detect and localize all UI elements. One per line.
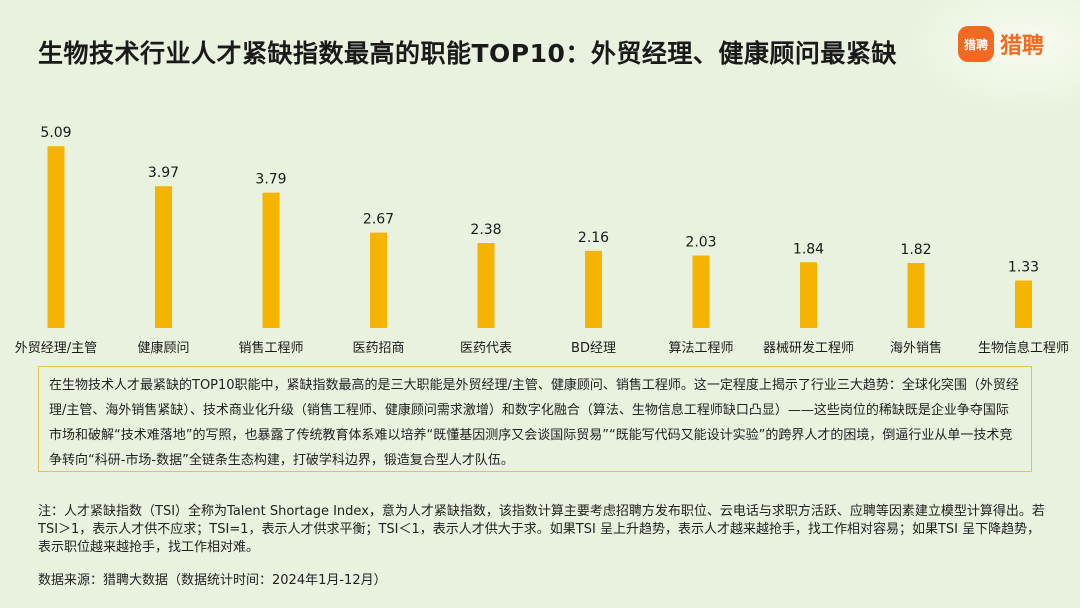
summary-text: 在生物技术人才最紧缺的TOP10职能中，紧缺指数最高的是三大职能是外贸经理/主管… — [49, 378, 1019, 468]
bar-1 — [155, 186, 172, 328]
data-source: 数据来源：猎聘大数据（数据统计时间：2024年1月-12月） — [38, 573, 387, 588]
corner-decoration — [910, 0, 1080, 110]
value-label-6: 2.03 — [685, 235, 716, 251]
category-label-4: 医药代表 — [460, 341, 512, 356]
bar-7 — [800, 262, 817, 328]
bar-2 — [262, 192, 280, 328]
liepin-logo-icon: 猎聘 — [958, 26, 994, 62]
bar-9 — [1015, 280, 1032, 328]
category-label-6: 算法工程师 — [668, 341, 733, 356]
page-title: 生物技术行业人才紧缺指数最高的职能TOP10：外贸经理、健康顾问最紧缺 — [38, 39, 897, 68]
category-label-2: 销售工程师 — [238, 340, 303, 356]
bar-0 — [47, 146, 65, 328]
value-label-9: 1.33 — [1008, 260, 1039, 276]
bar-8 — [907, 263, 925, 328]
category-label-group: 外贸经理/主管 健康顾问 销售工程师 医药招商 医药代表 BD经理 算法工程师 器械研发工程师… — [15, 340, 1069, 356]
value-label-group: 5.09 3.97 3.79 2.67 2.38 2.16 2.03 1.84 1.82 1.33 — [40, 125, 1039, 275]
category-label-8: 海外销售 — [890, 340, 942, 356]
bar-3 — [370, 232, 387, 328]
category-label-9: 生物信息工程师 — [978, 340, 1069, 356]
category-label-5: BD经理 — [571, 341, 616, 356]
summary-box: 在生物技术人才最紧缺的TOP10职能中，紧缺指数最高的是三大职能是外贸经理/主管… — [38, 366, 1032, 472]
bar-4 — [477, 243, 495, 328]
value-label-2: 3.79 — [255, 172, 286, 188]
category-label-1: 健康顾问 — [137, 340, 189, 356]
bar-6 — [692, 255, 710, 328]
value-label-4: 2.38 — [470, 222, 501, 238]
bar-chart: 5.09 3.97 3.79 2.67 2.38 2.16 2.03 1.84 1.82 1.33… — [15, 125, 1069, 356]
value-label-5: 2.16 — [578, 230, 609, 246]
footnote: 注：人才紧缺指数（TSI）全称为Talent Shortage Index，意为… — [38, 504, 1045, 555]
category-label-3: 医药招商 — [352, 341, 404, 356]
value-label-0: 5.09 — [40, 125, 71, 141]
brand-logo: 猎聘 猎聘 — [958, 24, 1044, 64]
bar-5 — [585, 250, 602, 328]
value-label-8: 1.82 — [900, 242, 931, 258]
category-label-7: 器械研发工程师 — [763, 340, 854, 356]
liepin-logo-text: 猎聘 — [1000, 34, 1045, 59]
value-label-7: 1.84 — [793, 241, 824, 257]
category-label-0: 外贸经理/主管 — [15, 341, 97, 356]
bar-group — [47, 146, 1032, 328]
value-label-1: 3.97 — [148, 165, 179, 181]
value-label-3: 2.67 — [363, 212, 394, 228]
